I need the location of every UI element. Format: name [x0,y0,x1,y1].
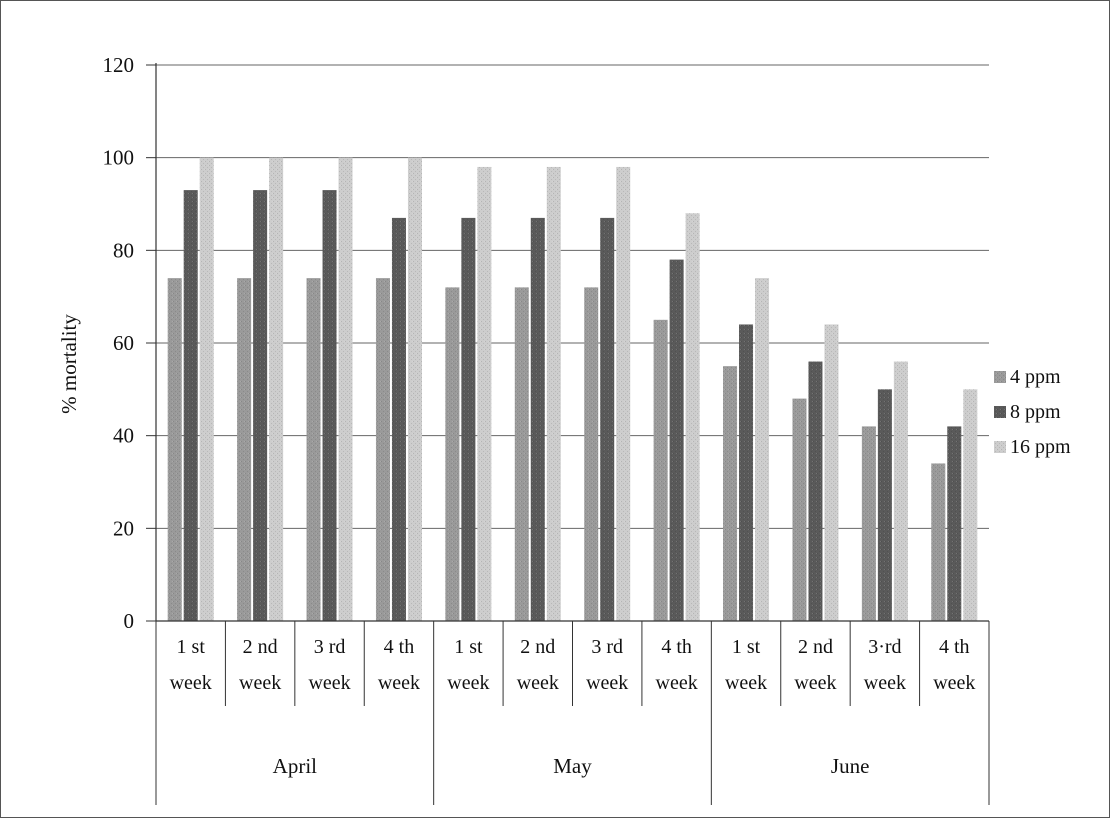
bar-texture [808,361,823,621]
category-label-line2: week [308,672,350,694]
bar-texture [375,278,390,621]
group-label: April [273,754,317,778]
bar-texture [616,166,631,621]
legend-swatch-texture [994,441,1006,453]
y-tick-label: 120 [103,53,135,77]
category-label-line1: 2 nd [243,636,278,658]
bar-texture [877,389,892,621]
y-tick-label: 80 [113,238,134,262]
category-label-line2: week [239,672,281,694]
category-label-line1: 4 th [939,636,970,658]
bar-texture [514,287,529,621]
bar-texture [237,278,252,621]
bars [167,157,978,621]
bar-texture [931,463,946,621]
group-label: May [553,754,592,778]
bar-texture [167,278,182,621]
category-label-line2: week [725,672,767,694]
legend-swatch-texture [994,406,1006,418]
bar-texture [963,389,978,621]
bar-texture [792,398,807,621]
category-label-line1: 4 th [661,636,692,658]
category-label-line1: 2 nd [798,636,833,658]
bar-texture [861,426,876,621]
category-label-line2: week [378,672,420,694]
category-label-line1: 3 rd [591,636,623,658]
bar-texture [445,287,460,621]
y-tick-label: 60 [113,331,134,355]
bar-texture [739,324,754,621]
bar-texture [546,166,561,621]
bar-texture [584,287,599,621]
bar-texture [893,361,908,621]
bar-texture [755,278,770,621]
legend-label: 16 ppm [1010,436,1071,458]
y-tick-label: 100 [103,146,135,170]
bar-texture [269,157,284,621]
bar-texture [600,217,615,621]
category-label-line1: 3·rd [868,636,901,658]
bar-texture [653,319,668,621]
category-label-line1: 1 st [454,636,483,658]
y-tick-label: 20 [113,516,134,540]
bar-texture [407,157,422,621]
category-label-line1: 2 nd [520,636,555,658]
category-label-line2: week [933,672,975,694]
bar-texture [530,217,545,621]
x-axis-labels: 1 st week 2 nd week 3 rd week 4 th week 1 st week… [155,621,990,805]
bar-texture [253,190,268,621]
y-axis-ticks: 0 20 40 60 80 100 120 [103,53,156,633]
category-label-line1: 3 rd [314,636,346,658]
legend-label: 8 ppm [1010,401,1061,423]
category-label-line1: 1 st [177,636,206,658]
bar-texture [477,166,492,621]
bar-texture [723,366,738,621]
gridlines [156,64,989,529]
bar-texture [322,190,337,621]
category-label-line2: week [447,672,489,694]
bar-texture [685,213,700,621]
legend-label: 4 ppm [1010,366,1061,388]
category-label-line2: week [794,672,836,694]
category-label-line2: week [517,672,559,694]
y-tick-label: 0 [124,609,135,633]
legend: 4 ppm 8 ppm 16 ppm [994,366,1071,458]
bar-texture [306,278,321,621]
bar-texture [391,217,406,621]
y-tick-label: 40 [113,424,134,448]
category-label-line1: 1 st [732,636,761,658]
group-label: June [831,754,870,778]
category-label-line2: week [586,672,628,694]
legend-swatch-texture [994,371,1006,383]
bar-texture [338,157,353,621]
bar-texture [669,259,684,621]
bar-texture [824,324,839,621]
category-label-line1: 4 th [384,636,415,658]
category-label-line2: week [170,672,212,694]
category-label-line2: week [656,672,698,694]
bar-texture [947,426,962,621]
bar-texture [183,190,198,621]
y-axis-title: % mortality [57,314,81,414]
bar-texture [199,157,214,621]
category-label-line2: week [864,672,906,694]
bar-texture [461,217,476,621]
